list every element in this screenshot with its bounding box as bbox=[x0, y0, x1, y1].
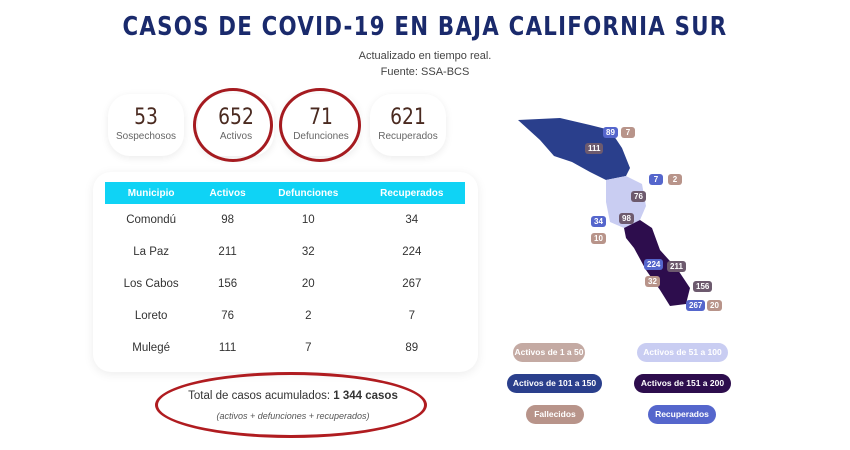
stat-recuperados: 621 Recuperados bbox=[370, 94, 446, 156]
municipio-table-card: Municipio Activos Defunciones Recuperado… bbox=[93, 172, 478, 372]
cell: 7 bbox=[408, 310, 416, 322]
municipio-table: Municipio Activos Defunciones Recuperado… bbox=[105, 182, 465, 364]
stat-value: 621 bbox=[390, 105, 426, 130]
table-row: Comondú 98 10 34 bbox=[105, 204, 465, 236]
col-municipio: Municipio bbox=[105, 182, 198, 204]
col-recuperados: Recuperados bbox=[358, 182, 465, 204]
lapaz-activos-badge: 211 bbox=[667, 261, 686, 272]
comondu-activos-badge: 98 bbox=[619, 213, 634, 224]
cell: Comondú bbox=[126, 214, 177, 226]
cell: 98 bbox=[221, 214, 234, 226]
comondu-recuperados-badge: 34 bbox=[591, 216, 606, 227]
cell: Los Cabos bbox=[123, 278, 179, 290]
loscabos-activos-badge: 156 bbox=[693, 281, 713, 292]
cell: 224 bbox=[402, 246, 422, 258]
loscabos-recuperados-badge: 267 bbox=[686, 300, 706, 311]
legend-recuperados: Recuperados bbox=[648, 405, 716, 424]
cell: 156 bbox=[218, 278, 238, 290]
table-row: Mulegé 111 7 89 bbox=[105, 332, 465, 364]
updated-text: Actualizado en tiempo real. bbox=[358, 50, 492, 62]
legend-activos-1-50: Activos de 1 a 50 bbox=[513, 343, 585, 362]
cell: 76 bbox=[221, 310, 234, 322]
lapaz-recuperados-badge: 224 bbox=[644, 259, 664, 270]
cell: Mulegé bbox=[132, 342, 170, 354]
mulege-fallecidos-badge: 7 bbox=[621, 127, 635, 138]
table-row: Los Cabos 156 20 267 bbox=[105, 268, 465, 300]
cell: 10 bbox=[301, 214, 315, 226]
legend-activos-151-200: Activos de 151 a 200 bbox=[634, 374, 731, 393]
loreto-recuperados-badge: 7 bbox=[649, 174, 663, 185]
loreto-activos-badge: 76 bbox=[631, 191, 646, 202]
highlight-circle-defunciones bbox=[279, 88, 361, 162]
table-row: La Paz 211 32 224 bbox=[105, 236, 465, 268]
mulege-activos-badge: 111 bbox=[585, 143, 604, 154]
legend-fallecidos: Fallecidos bbox=[526, 405, 584, 424]
loscabos-fallecidos-badge: 20 bbox=[707, 300, 722, 311]
highlight-circle-activos bbox=[193, 88, 273, 162]
highlight-ellipse-total bbox=[155, 372, 427, 438]
cell: 20 bbox=[301, 278, 315, 290]
loreto-fallecidos-badge: 2 bbox=[668, 174, 682, 185]
stat-label: Recuperados bbox=[378, 131, 438, 142]
cell: 267 bbox=[402, 278, 422, 290]
stat-label: Sospechosos bbox=[115, 131, 177, 142]
col-defunciones: Defunciones bbox=[257, 182, 359, 204]
source-text: Fuente: SSA-BCS bbox=[380, 66, 470, 78]
cell: 7 bbox=[305, 342, 312, 354]
cell: 89 bbox=[405, 342, 419, 354]
table-row: Loreto 76 2 7 bbox=[105, 300, 465, 332]
cell: Loreto bbox=[134, 310, 168, 322]
region-mulege bbox=[518, 118, 630, 180]
cell: 34 bbox=[405, 214, 419, 226]
stat-value: 53 bbox=[134, 105, 158, 130]
comondu-fallecidos-badge: 10 bbox=[591, 233, 606, 244]
lapaz-fallecidos-badge: 32 bbox=[645, 276, 660, 287]
stat-sospechosos: 53 Sospechosos bbox=[108, 94, 184, 156]
page-title: CASOS DE COVID-19 EN BAJA CALIFORNIA SUR bbox=[122, 12, 728, 42]
col-activos: Activos bbox=[197, 182, 258, 204]
mulege-recuperados-badge: 89 bbox=[603, 127, 618, 138]
cell: 111 bbox=[218, 342, 237, 354]
cell: 211 bbox=[218, 246, 237, 258]
legend-activos-51-100: Activos de 51 a 100 bbox=[637, 343, 728, 362]
cell: 32 bbox=[301, 246, 315, 258]
cell: 2 bbox=[305, 310, 312, 322]
region-comondu-loreto bbox=[606, 176, 646, 228]
cell: La Paz bbox=[133, 246, 170, 258]
legend-activos-101-150: Activos de 101 a 150 bbox=[507, 374, 602, 393]
